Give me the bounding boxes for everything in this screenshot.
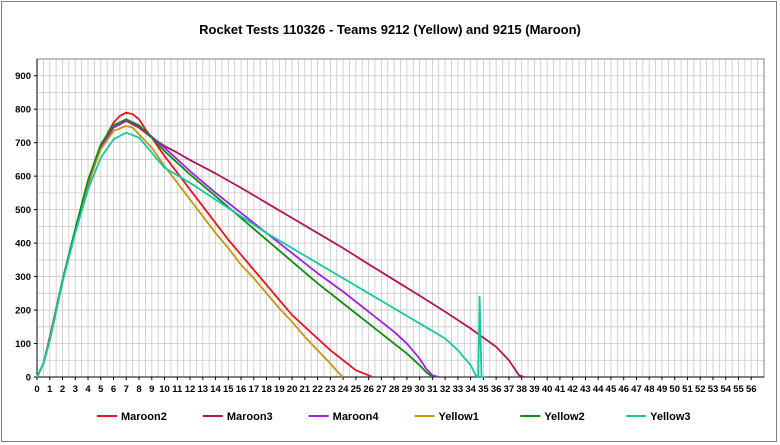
x-tick-label: 54 bbox=[720, 384, 731, 395]
x-tick-label: 37 bbox=[504, 384, 515, 395]
series-line-yellow2 bbox=[36, 118, 433, 378]
legend-label-yellow2: Yellow2 bbox=[544, 411, 584, 423]
x-tick-label: 43 bbox=[580, 384, 591, 395]
x-tick-label: 30 bbox=[414, 384, 425, 395]
series-line-yellow3 bbox=[36, 131, 486, 378]
x-tick-label: 38 bbox=[516, 384, 527, 395]
x-tick-label: 0 bbox=[34, 384, 39, 395]
x-tick-label: 14 bbox=[210, 384, 221, 395]
legend-label-maroon4: Maroon4 bbox=[333, 411, 380, 423]
x-tick-label: 47 bbox=[631, 384, 642, 395]
chart-title: Rocket Tests 110326 - Teams 9212 (Yellow… bbox=[199, 22, 581, 37]
x-tick-label: 49 bbox=[657, 384, 668, 395]
x-axis-ticks: 0 1 2 3 4 5 6 7 8 9 10 11 12 13 14 15 16 17 18 19 20 21 22 23 24… bbox=[34, 377, 757, 395]
legend-label-maroon3: Maroon3 bbox=[227, 411, 273, 423]
x-tick-label: 44 bbox=[593, 384, 604, 395]
x-tick-label: 45 bbox=[606, 384, 617, 395]
chart-grid bbox=[36, 58, 765, 378]
x-tick-label: 15 bbox=[223, 384, 234, 395]
x-tick-label: 27 bbox=[376, 384, 387, 395]
x-tick-label: 55 bbox=[733, 384, 744, 395]
y-tick-label: 500 bbox=[15, 205, 31, 216]
x-tick-label: 42 bbox=[567, 384, 578, 395]
x-tick-label: 56 bbox=[746, 384, 757, 395]
x-tick-label: 39 bbox=[529, 384, 540, 395]
y-tick-label: 200 bbox=[15, 306, 31, 317]
y-tick-label: 400 bbox=[15, 239, 31, 250]
legend-label-yellow1: Yellow1 bbox=[439, 411, 479, 423]
y-tick-label: 300 bbox=[15, 272, 31, 283]
x-tick-label: 26 bbox=[363, 384, 374, 395]
x-tick-label: 21 bbox=[300, 384, 311, 395]
y-tick-label: 700 bbox=[15, 138, 31, 149]
x-tick-label: 11 bbox=[172, 384, 183, 395]
x-tick-label: 41 bbox=[555, 384, 566, 395]
legend-label-yellow3: Yellow3 bbox=[650, 411, 690, 423]
x-tick-label: 28 bbox=[389, 384, 400, 395]
y-axis-ticks: 0 100 200 300 400 500 600 700 800 900 bbox=[15, 71, 37, 384]
y-tick-label: 800 bbox=[15, 105, 31, 116]
x-tick-label: 22 bbox=[312, 384, 323, 395]
x-tick-label: 23 bbox=[325, 384, 336, 395]
x-tick-label: 25 bbox=[351, 384, 362, 395]
x-tick-label: 10 bbox=[159, 384, 170, 395]
series-line-maroon2 bbox=[36, 111, 373, 378]
x-tick-label: 3 bbox=[73, 384, 78, 395]
x-tick-label: 34 bbox=[465, 384, 476, 395]
x-tick-label: 35 bbox=[478, 384, 489, 395]
x-tick-label: 31 bbox=[427, 384, 438, 395]
y-tick-label: 100 bbox=[15, 339, 31, 350]
x-tick-label: 46 bbox=[618, 384, 629, 395]
x-tick-label: 40 bbox=[542, 384, 553, 395]
x-tick-label: 52 bbox=[695, 384, 706, 395]
x-tick-label: 7 bbox=[124, 384, 129, 395]
x-tick-label: 6 bbox=[111, 384, 116, 395]
x-tick-label: 4 bbox=[85, 384, 91, 395]
x-tick-label: 2 bbox=[60, 384, 65, 395]
x-tick-label: 48 bbox=[644, 384, 655, 395]
x-tick-label: 24 bbox=[338, 384, 349, 395]
y-tick-label: 0 bbox=[26, 373, 31, 384]
y-tick-label: 600 bbox=[15, 172, 31, 183]
x-tick-label: 9 bbox=[149, 384, 154, 395]
x-tick-label: 1 bbox=[47, 384, 53, 395]
x-tick-label: 33 bbox=[453, 384, 464, 395]
x-tick-label: 13 bbox=[198, 384, 209, 395]
x-tick-label: 36 bbox=[491, 384, 502, 395]
x-tick-label: 32 bbox=[440, 384, 451, 395]
x-tick-label: 53 bbox=[708, 384, 719, 395]
x-tick-label: 18 bbox=[261, 384, 272, 395]
x-tick-label: 20 bbox=[287, 384, 298, 395]
chart-series bbox=[36, 111, 525, 378]
x-tick-label: 12 bbox=[185, 384, 196, 395]
x-tick-label: 16 bbox=[236, 384, 247, 395]
legend-label-maroon2: Maroon2 bbox=[121, 411, 167, 423]
x-tick-label: 51 bbox=[682, 384, 693, 395]
x-tick-label: 19 bbox=[274, 384, 285, 395]
x-tick-label: 5 bbox=[98, 384, 104, 395]
x-tick-label: 50 bbox=[669, 384, 680, 395]
x-tick-label: 29 bbox=[402, 384, 413, 395]
x-tick-label: 17 bbox=[249, 384, 260, 395]
y-tick-label: 900 bbox=[15, 71, 31, 82]
x-tick-label: 8 bbox=[136, 384, 141, 395]
chart-axes bbox=[36, 58, 765, 378]
chart-legend: Maroon2 Maroon3 Maroon4 Yellow1 Yellow2 Yello… bbox=[97, 411, 691, 423]
